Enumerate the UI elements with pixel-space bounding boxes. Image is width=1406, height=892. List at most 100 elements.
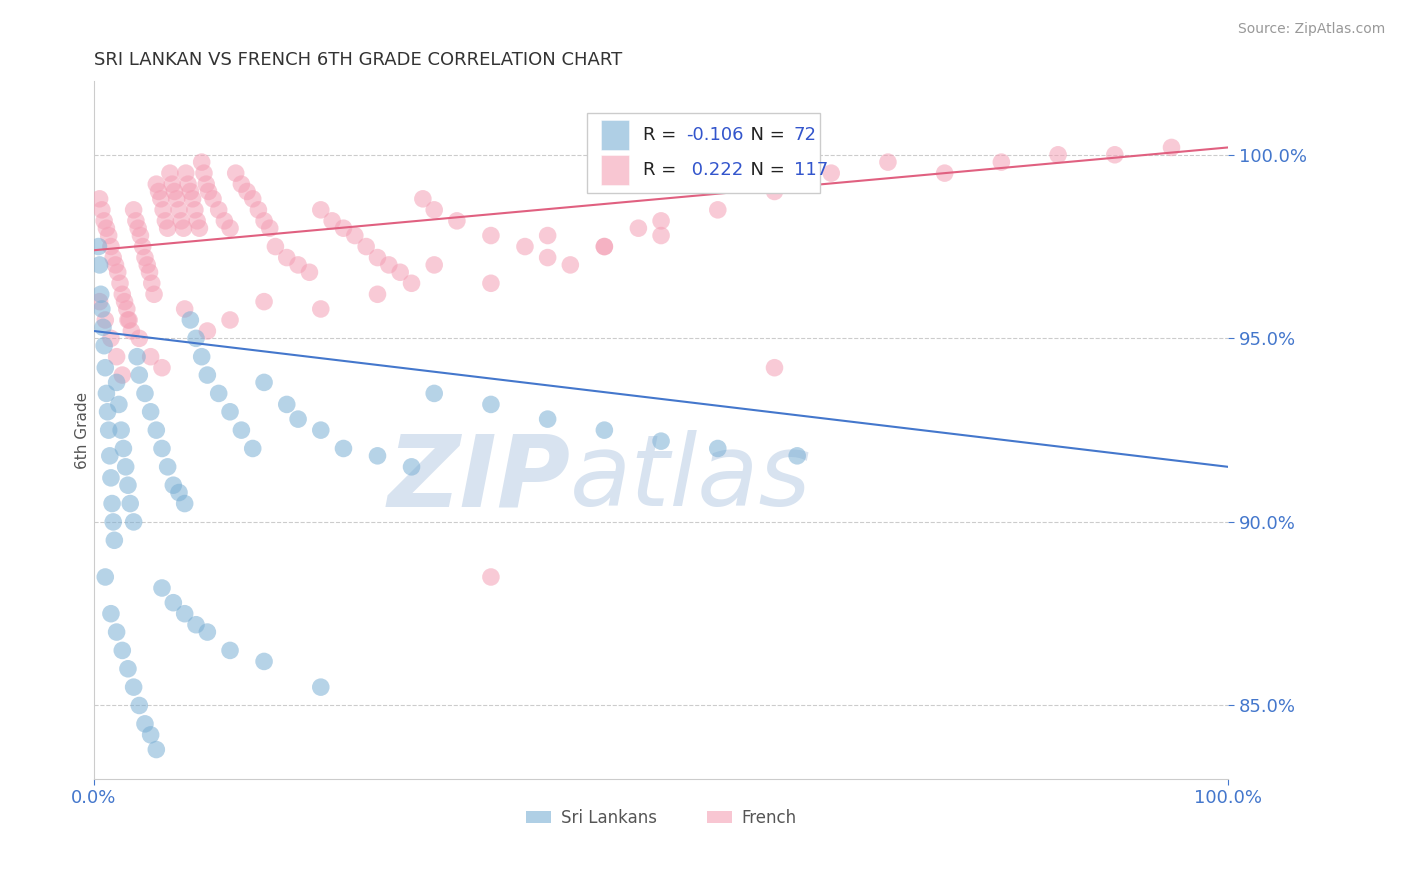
- Text: 72: 72: [794, 126, 817, 145]
- Point: [242, 192, 264, 206]
- Point: [96, 386, 118, 401]
- Point: [173, 221, 195, 235]
- Point: [114, 294, 136, 309]
- Point: [537, 228, 560, 243]
- Point: [91, 320, 114, 334]
- Point: [309, 680, 332, 694]
- Text: atlas: atlas: [571, 431, 811, 527]
- Point: [129, 228, 152, 243]
- Point: [253, 294, 276, 309]
- Text: -0.106: -0.106: [686, 126, 744, 145]
- Point: [87, 239, 110, 253]
- Point: [103, 533, 125, 548]
- Point: [309, 423, 332, 437]
- Point: [247, 202, 270, 217]
- Point: [107, 265, 129, 279]
- Point: [763, 360, 786, 375]
- Point: [139, 405, 162, 419]
- Point: [134, 386, 156, 401]
- Point: [145, 742, 167, 756]
- Point: [162, 478, 184, 492]
- Point: [707, 202, 730, 217]
- Point: [105, 376, 128, 390]
- Point: [593, 423, 616, 437]
- Point: [934, 166, 956, 180]
- Point: [389, 265, 412, 279]
- Point: [190, 350, 212, 364]
- Point: [110, 423, 132, 437]
- Point: [167, 202, 190, 217]
- Point: [195, 324, 218, 338]
- Point: [219, 221, 242, 235]
- Point: [423, 386, 446, 401]
- Point: [195, 368, 218, 382]
- Point: [156, 459, 179, 474]
- Point: [366, 251, 388, 265]
- Point: [105, 350, 128, 364]
- Point: [114, 459, 136, 474]
- Point: [93, 214, 115, 228]
- Point: [264, 239, 287, 253]
- Text: N =: N =: [740, 126, 790, 145]
- Point: [128, 331, 150, 345]
- Point: [990, 155, 1012, 169]
- Point: [208, 386, 231, 401]
- Point: [160, 177, 183, 191]
- Point: [276, 251, 298, 265]
- Point: [593, 239, 616, 253]
- Point: [786, 449, 808, 463]
- Point: [423, 258, 446, 272]
- Point: [122, 680, 145, 694]
- Point: [105, 625, 128, 640]
- Point: [167, 485, 190, 500]
- Point: [214, 214, 236, 228]
- Point: [179, 313, 201, 327]
- Point: [120, 324, 142, 338]
- Point: [103, 251, 125, 265]
- Point: [195, 177, 218, 191]
- Point: [115, 301, 138, 316]
- Point: [89, 294, 111, 309]
- Point: [98, 449, 121, 463]
- Point: [150, 581, 173, 595]
- Point: [287, 412, 309, 426]
- Point: [225, 166, 247, 180]
- Point: [89, 258, 111, 272]
- Text: 117: 117: [794, 161, 828, 179]
- Point: [100, 607, 122, 621]
- Point: [287, 258, 309, 272]
- Point: [128, 368, 150, 382]
- Point: [174, 166, 197, 180]
- Point: [100, 239, 122, 253]
- Point: [111, 643, 134, 657]
- Text: N =: N =: [740, 161, 790, 179]
- Point: [412, 192, 434, 206]
- Point: [118, 313, 141, 327]
- Point: [101, 497, 124, 511]
- Point: [125, 350, 148, 364]
- Point: [117, 662, 139, 676]
- Text: 0.222: 0.222: [686, 161, 744, 179]
- Point: [112, 442, 135, 456]
- Point: [446, 214, 468, 228]
- Point: [650, 434, 672, 449]
- Point: [173, 301, 195, 316]
- Point: [134, 716, 156, 731]
- Point: [148, 185, 170, 199]
- Point: [186, 214, 208, 228]
- Point: [104, 258, 127, 272]
- Point: [188, 221, 211, 235]
- Point: [139, 728, 162, 742]
- Point: [253, 655, 276, 669]
- Legend: Sri Lankans, French: Sri Lankans, French: [519, 802, 803, 833]
- Point: [179, 185, 201, 199]
- Point: [150, 360, 173, 375]
- Point: [89, 192, 111, 206]
- Point: [298, 265, 321, 279]
- Point: [181, 192, 204, 206]
- Point: [190, 155, 212, 169]
- Point: [173, 497, 195, 511]
- Point: [134, 251, 156, 265]
- Point: [231, 423, 253, 437]
- Point: [354, 239, 377, 253]
